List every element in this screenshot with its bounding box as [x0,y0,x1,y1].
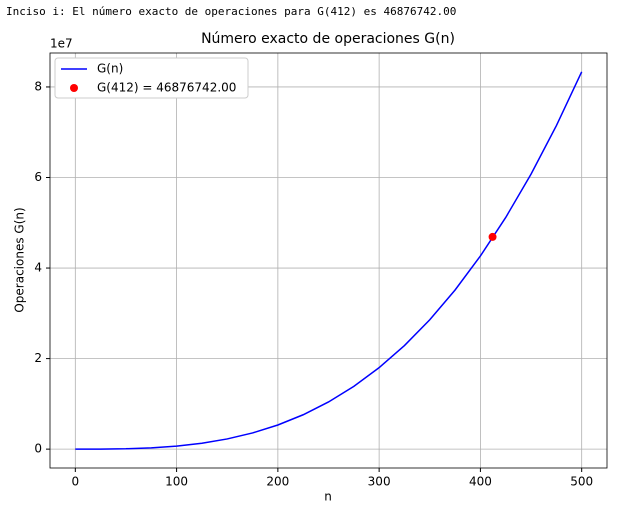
point [488,232,497,241]
y-tick-label: 0 [34,442,42,456]
x-tick-label: 300 [368,475,391,489]
output-text: Inciso i: El número exacto de operacione… [6,5,457,18]
line [75,71,583,450]
chart-title: Número exacto de operaciones G(n) [201,31,455,47]
x-axis-label: n [324,490,332,504]
y-tick-label: 8 [34,79,42,93]
legend-label: G(n) [97,62,123,76]
legend-marker [70,84,78,92]
x-tick-label: 200 [266,475,289,489]
legend-box [54,57,249,99]
plot-frame [49,52,608,469]
x-tick-label: 500 [570,475,593,489]
legend-label: G(412) = 46876742.00 [97,81,236,95]
x-tick-label: 100 [165,475,188,489]
y-tick-label: 2 [34,351,42,365]
y-tick-label: 4 [34,261,42,275]
y-offset-label: 1e7 [50,37,73,51]
y-tick-label: 6 [34,170,42,184]
y-axis-label: Operaciones G(n) [13,207,27,312]
x-tick-label: 0 [71,475,79,489]
x-tick-label: 400 [469,475,492,489]
